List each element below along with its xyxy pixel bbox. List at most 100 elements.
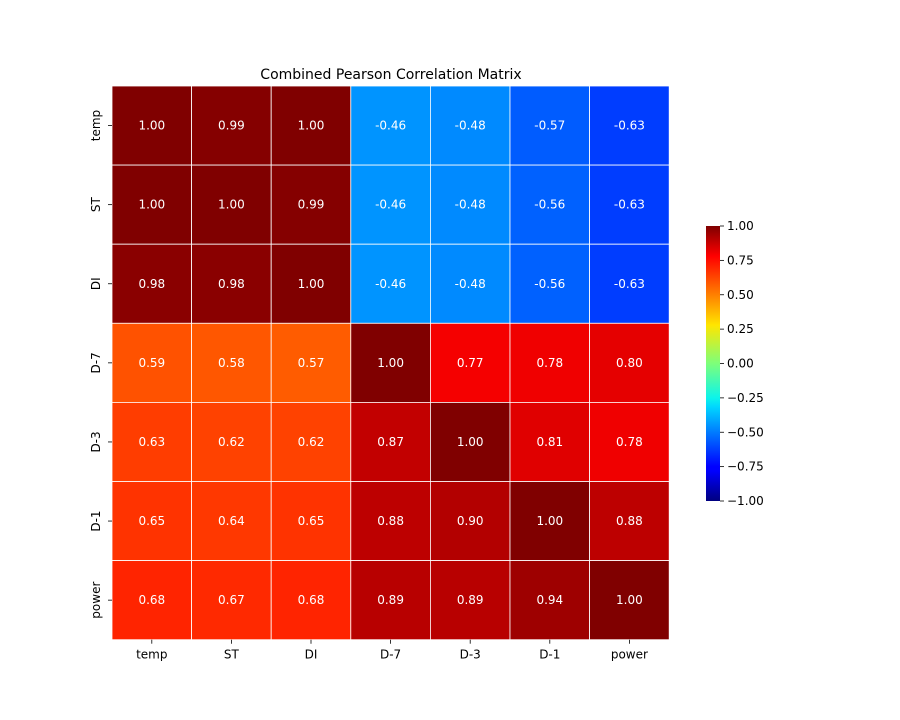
heatmap-cell [589, 243, 670, 324]
heatmap-cell [111, 85, 192, 166]
cell-value-label: 0.78 [536, 356, 563, 370]
heatmap-cell [429, 560, 511, 641]
cell-value-label: 1.00 [377, 356, 404, 370]
colorbar-tick-label: 0.50 [727, 288, 754, 302]
colorbar-tick-label: 0.75 [727, 253, 754, 267]
heatmap-cell [111, 243, 192, 324]
colorbar-gradient [706, 226, 720, 501]
cell-value-label: 0.94 [536, 593, 563, 607]
y-tick-label: D-1 [89, 510, 103, 531]
y-axis-ticks: temp ST DI D-7 D-3 D-1 power [89, 110, 112, 619]
cell-value-label: 1.00 [616, 593, 643, 607]
cell-value-label: 0.99 [218, 119, 245, 133]
y-tick-label: ST [89, 197, 103, 213]
heatmap-cell [509, 164, 590, 245]
x-tick-label: DI [305, 648, 318, 662]
cell-value-label: 1.00 [298, 277, 325, 291]
cell-value-label: 0.89 [457, 593, 484, 607]
colorbar-ticks: 1.00 0.75 0.50 0.25 0.00 −0.25 −0.50 −0.75 −1.00 [720, 219, 764, 508]
cell-value-label: 0.90 [457, 514, 484, 528]
colorbar-tick-label: 1.00 [727, 219, 754, 233]
heatmap-cell [270, 401, 352, 482]
heatmap-cell [270, 85, 352, 166]
cell-value-label: 0.78 [616, 435, 643, 449]
heatmap-cell [270, 243, 352, 324]
cell-value-label: 0.98 [138, 277, 165, 291]
heatmap-cell [350, 243, 431, 324]
x-tick-label: temp [136, 648, 167, 662]
heatmap-cell [191, 481, 272, 561]
cell-value-label: 1.00 [457, 435, 484, 449]
x-tick-label: ST [224, 648, 240, 662]
cell-value-label: 0.88 [377, 514, 404, 528]
heatmap-cell [429, 481, 511, 561]
colorbar-tick-label: −0.50 [727, 425, 764, 439]
cell-value-label: 0.87 [377, 435, 404, 449]
heatmap-cell [509, 243, 590, 324]
cell-value-label: 0.67 [218, 593, 245, 607]
cell-value-label: 1.00 [138, 119, 165, 133]
cell-value-label: 1.00 [138, 198, 165, 212]
cell-value-label: 0.68 [138, 593, 165, 607]
heatmap-cell [111, 560, 192, 641]
heatmap-cells: 1.00 0.99 1.00 -0.46 -0.48 -0.57 -0.63 1.00 1.00… [111, 85, 670, 641]
cell-value-label: 0.64 [218, 514, 245, 528]
heatmap-cell [589, 322, 670, 403]
heatmap-cell [429, 164, 511, 245]
heatmap-cell [270, 481, 352, 561]
cell-value-label: -0.46 [375, 277, 406, 291]
cell-value-label: -0.48 [455, 119, 486, 133]
cell-value-label: 0.89 [377, 593, 404, 607]
cell-value-label: 0.62 [218, 435, 245, 449]
x-tick-label: D-7 [380, 648, 401, 662]
cell-value-label: -0.56 [534, 198, 565, 212]
heatmap-cell [111, 401, 192, 482]
heatmap-cell [191, 85, 272, 166]
x-tick-label: power [611, 648, 648, 662]
colorbar-tick-label: 0.00 [727, 357, 754, 371]
x-tick-label: D-3 [460, 648, 481, 662]
heatmap-cell [589, 401, 670, 482]
heatmap-cell [111, 322, 192, 403]
cell-value-label: -0.46 [375, 198, 406, 212]
heatmap-cell [429, 243, 511, 324]
cell-value-label: 0.68 [298, 593, 325, 607]
cell-value-label: -0.56 [534, 277, 565, 291]
heatmap-cell [509, 322, 590, 403]
cell-value-label: 1.00 [298, 119, 325, 133]
y-tick-label: DI [89, 277, 103, 290]
y-tick-label: power [89, 582, 103, 619]
heatmap-cell [589, 164, 670, 245]
cell-value-label: -0.46 [375, 119, 406, 133]
heatmap-cell [191, 243, 272, 324]
cell-value-label: -0.63 [614, 119, 645, 133]
cell-value-label: -0.63 [614, 198, 645, 212]
colorbar-tick-label: −0.75 [727, 460, 764, 474]
cell-value-label: 0.59 [138, 356, 165, 370]
heatmap-cell [270, 164, 352, 245]
cell-value-label: 0.62 [298, 435, 325, 449]
cell-value-label: 0.88 [616, 514, 643, 528]
heatmap-cell [350, 560, 431, 641]
cell-value-label: -0.48 [455, 198, 486, 212]
heatmap-cell [191, 322, 272, 403]
cell-value-label: 0.63 [138, 435, 165, 449]
heatmap-cell [509, 560, 590, 641]
cell-value-label: 1.00 [218, 198, 245, 212]
heatmap-cell [350, 322, 431, 403]
colorbar-tick-label: 0.25 [727, 322, 754, 336]
cell-value-label: 0.77 [457, 356, 484, 370]
cell-value-label: 0.57 [298, 356, 325, 370]
y-tick-label: D-7 [89, 352, 103, 373]
heatmap-cell [270, 560, 352, 641]
colorbar [706, 226, 720, 501]
cell-value-label: 0.98 [218, 277, 245, 291]
cell-value-label: 0.81 [536, 435, 563, 449]
heatmap-cell [509, 85, 590, 166]
heatmap-cell [429, 85, 511, 166]
x-axis-ticks: temp ST DI D-7 D-3 D-1 power [136, 639, 648, 662]
cell-value-label: -0.63 [614, 277, 645, 291]
cell-value-label: 0.65 [138, 514, 165, 528]
heatmap-cell [350, 85, 431, 166]
